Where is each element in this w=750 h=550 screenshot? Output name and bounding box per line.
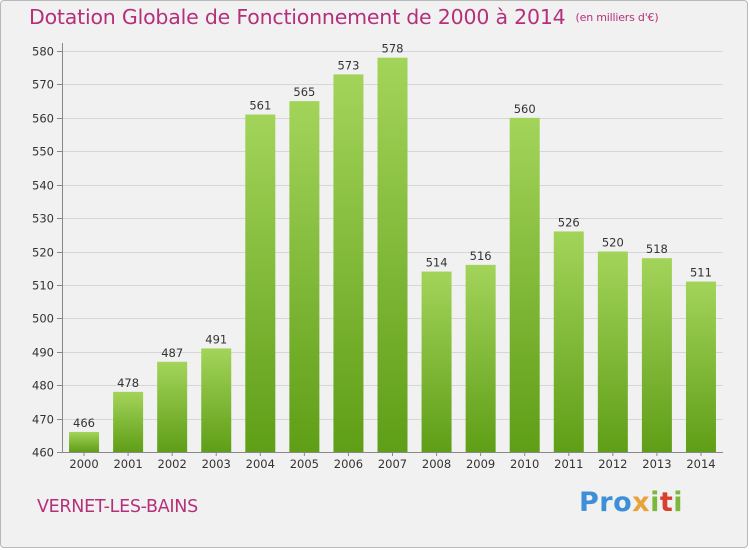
y-tick-label: 550 [32, 145, 54, 159]
y-tick-label: 580 [32, 45, 54, 59]
x-tick-labels: 2000 2001 2002 2003 2004 2005 2006 2007 2008 2009… [69, 457, 715, 471]
x-tick-label-2003: 2003 [202, 457, 231, 471]
chart-title: Dotation Globale de Fonctionnement de 20… [29, 5, 659, 29]
logo-part-1: Pro [579, 487, 633, 518]
proxiti-logo: Proxiti [579, 487, 683, 518]
y-tick-label: 560 [32, 112, 54, 126]
y-tick-label: 500 [32, 312, 54, 326]
data-label-2009: 516 [470, 249, 492, 263]
data-label-2001: 478 [117, 376, 139, 390]
y-tick-label: 470 [32, 413, 54, 427]
chart-title-text: Dotation Globale de Fonctionnement de 20… [29, 5, 566, 29]
x-tick-label-2011: 2011 [554, 457, 583, 471]
x-tick-label-2008: 2008 [422, 457, 451, 471]
bar-2000 [69, 431, 100, 452]
x-tick-label-2006: 2006 [334, 457, 363, 471]
data-label-2002: 487 [161, 346, 183, 360]
x-tick-label-2009: 2009 [466, 457, 495, 471]
data-label-2006: 573 [337, 58, 359, 72]
y-tick-label: 490 [32, 346, 54, 360]
x-tick-label-2002: 2002 [158, 457, 187, 471]
bar-2012 [597, 251, 628, 452]
bar-2014 [685, 281, 716, 452]
bars [69, 57, 716, 453]
data-label-2011: 526 [558, 215, 580, 229]
bar-2010 [509, 117, 540, 452]
chart-unit-note: (en milliers d'€) [575, 11, 659, 24]
data-label-2013: 518 [646, 242, 668, 256]
y-tick-label: 540 [32, 179, 54, 193]
bar-2005 [289, 101, 320, 452]
logo-part-4: t [659, 487, 674, 518]
x-tick-label-2007: 2007 [378, 457, 407, 471]
bar-2004 [245, 114, 276, 452]
bar-2003 [201, 348, 232, 452]
data-label-2007: 578 [382, 42, 404, 56]
bar-2011 [553, 231, 584, 452]
bar-2006 [333, 74, 364, 453]
value-labels: 466 478 487 491 561 565 573 578 514 516 560 526 520 5… [73, 42, 712, 430]
data-label-2005: 565 [293, 85, 315, 99]
bar-2009 [465, 264, 496, 452]
data-label-2014: 511 [690, 266, 712, 280]
data-label-2012: 520 [602, 236, 624, 250]
data-label-2004: 561 [249, 98, 271, 112]
bar-2001 [113, 391, 144, 452]
x-tick-label-2012: 2012 [598, 457, 627, 471]
x-tick-label-2001: 2001 [113, 457, 142, 471]
y-tick-label: 530 [32, 212, 54, 226]
logo-part-3: i [650, 487, 660, 518]
x-tick-label-2005: 2005 [290, 457, 319, 471]
logo-part-5: i [673, 487, 684, 518]
y-tick-label: 570 [32, 78, 54, 92]
city-name: VERNET-LES-BAINS [37, 497, 198, 517]
y-tick-label: 520 [32, 246, 54, 260]
y-tick-labels: 460 470 480 490 500 510 520 530 540 550 560 570 580 [32, 45, 54, 460]
data-label-2003: 491 [205, 332, 227, 346]
x-tick-label-2014: 2014 [686, 457, 715, 471]
y-tick-label: 510 [32, 279, 54, 293]
y-tick-label: 480 [32, 379, 54, 393]
bar-2007 [377, 57, 408, 452]
bar-2008 [421, 271, 452, 452]
data-label-2010: 560 [514, 102, 536, 116]
logo-part-2: x [632, 487, 651, 518]
data-label-2000: 466 [73, 416, 95, 430]
data-label-2008: 514 [426, 256, 448, 270]
x-tick-label-2000: 2000 [69, 457, 98, 471]
axes [57, 43, 723, 456]
bar-2002 [157, 361, 188, 452]
y-tick-label: 460 [32, 446, 54, 460]
x-tick-label-2013: 2013 [642, 457, 671, 471]
x-tick-label-2004: 2004 [246, 457, 275, 471]
x-tick-label-2010: 2010 [510, 457, 539, 471]
bar-2013 [641, 258, 672, 452]
